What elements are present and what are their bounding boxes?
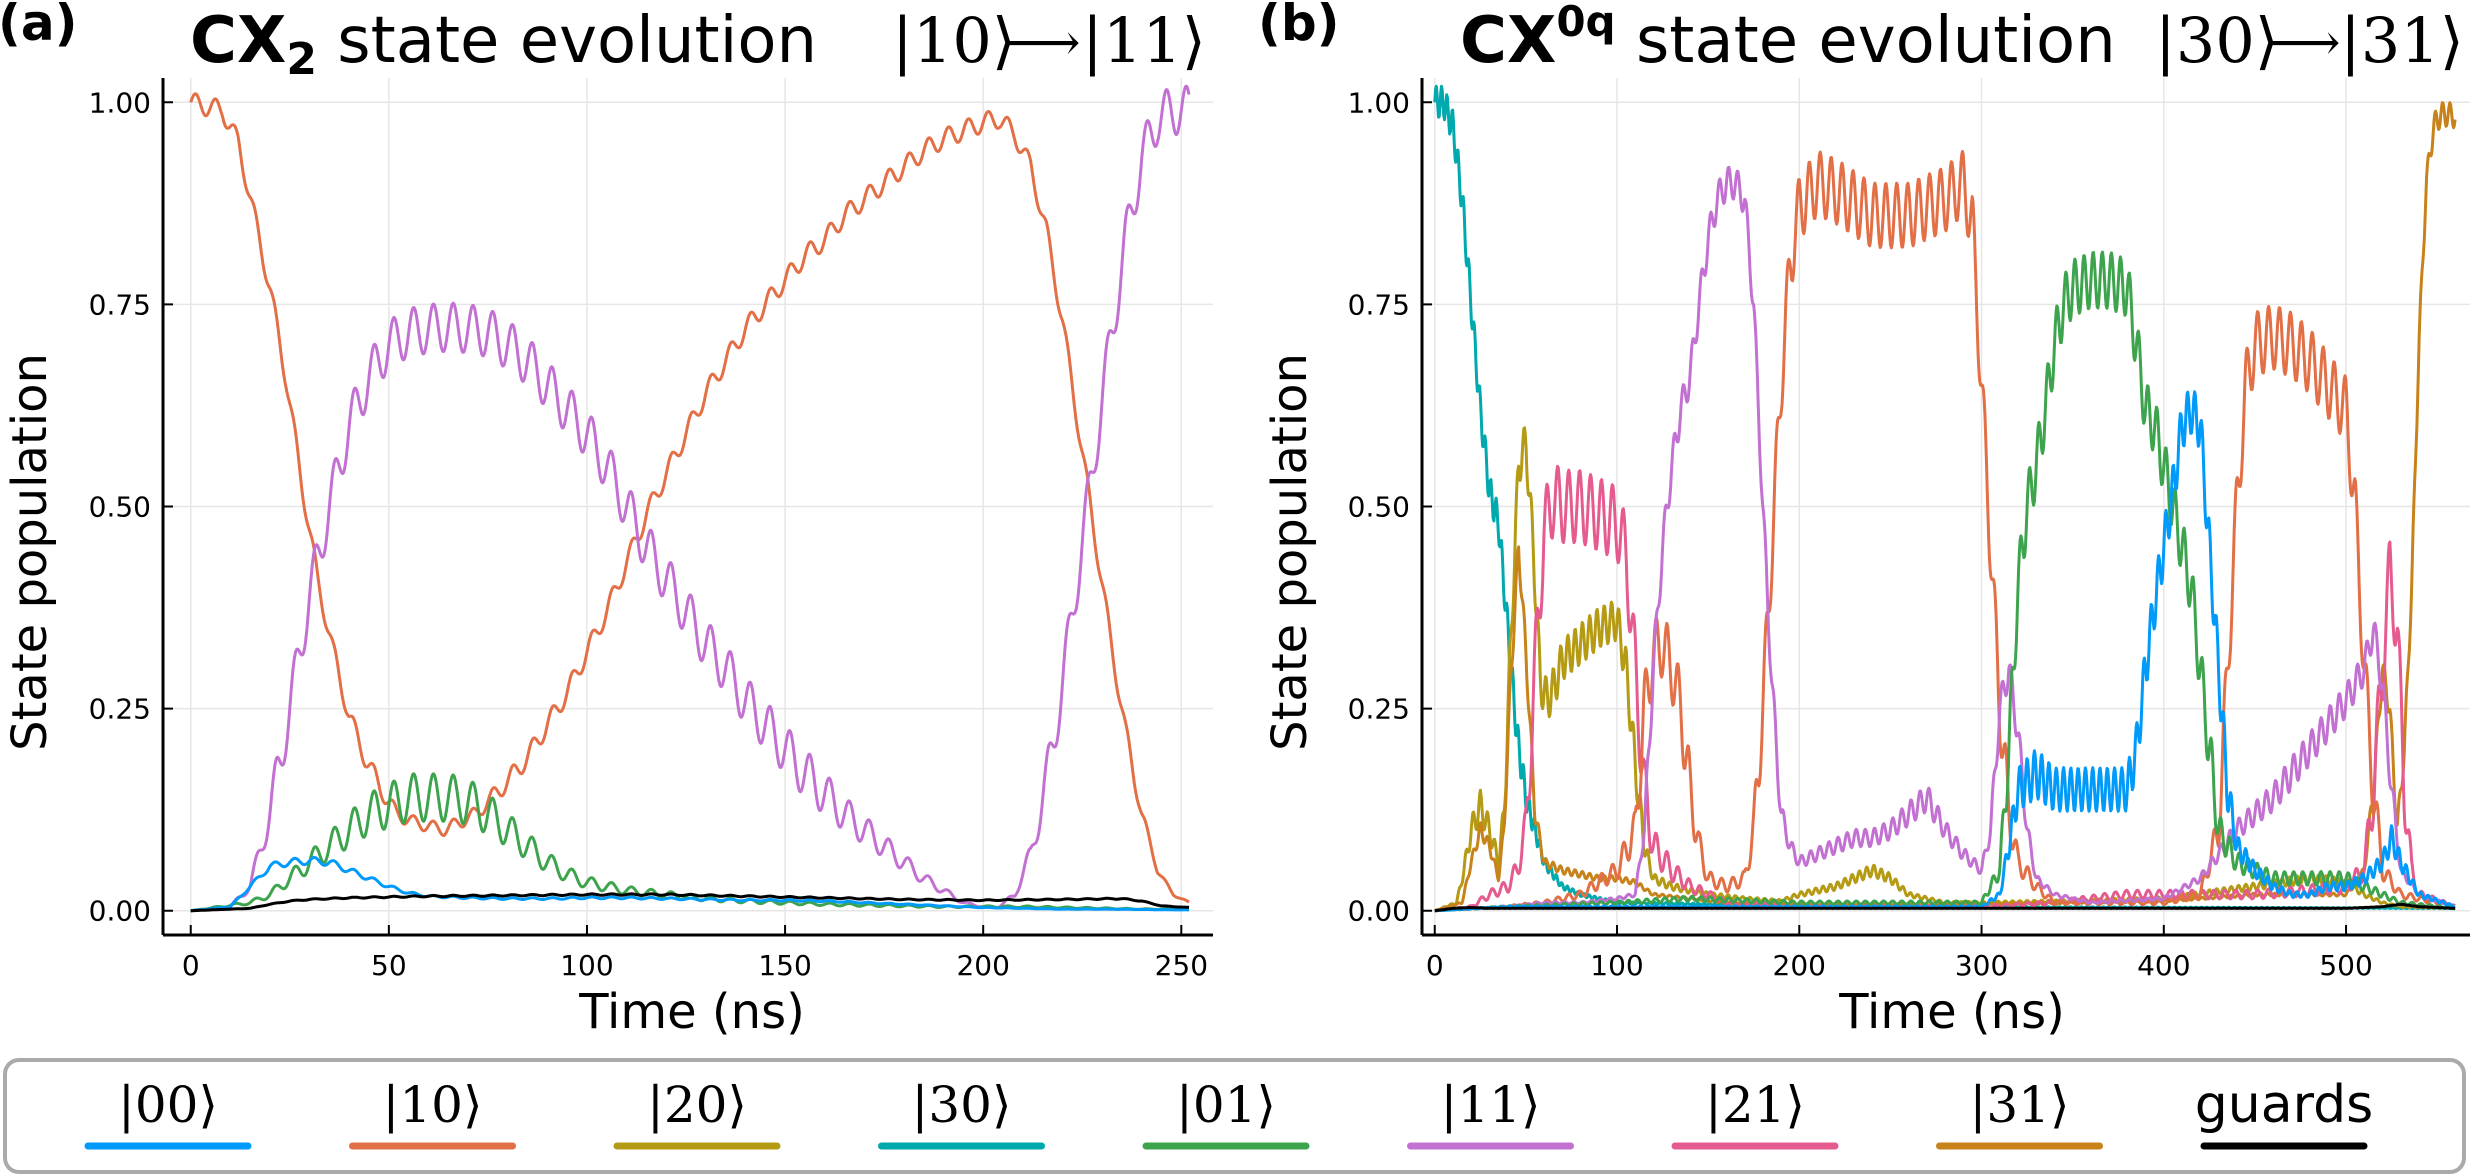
panel-a-title-rest: state evolution [317,4,817,78]
panel-a-title-ket-to: |11⟩ [1082,4,1206,77]
panel-b-series-11 [1434,165,2456,913]
panel-a-series-group [189,84,1191,913]
panel-a-ylabel: State population [2,353,58,751]
panel-b-series-group [1433,84,2457,913]
panel-a-xtick-label: 250 [1155,949,1208,982]
panel-a-ytick-label: 0.75 [89,288,151,321]
legend-label-00: |00⟩ [118,1076,218,1134]
panel-a-ytick-label: 0.25 [89,693,151,726]
legend: |00⟩ |10⟩ |20⟩ |30⟩ |01⟩ |11⟩ |21⟩ |31⟩ guards [3,1058,2466,1174]
panel-a-xlabel: Time (ns) [578,984,805,1040]
panel-b-title-ket-to: |31⟩ [2340,4,2464,77]
panel-a-series-00 [190,855,1190,913]
legend-label-31: |31⟩ [1970,1076,2070,1134]
panel-a-label: (a) [0,0,77,52]
panel-b: (b) CX0q state evolution |30⟩ ⟶ |31⟩ 0 10… [1258,0,2470,1040]
panel-a-xtick-label: 200 [956,949,1009,982]
panel-b-ytick-label: 0.75 [1348,288,1410,321]
panel-a-series-11 [190,84,1191,913]
panel-b-series-21 [1434,464,2456,913]
panel-a-title-arrow: ⟶ [1006,13,1081,73]
panel-a-series-guards [190,892,1190,913]
panel-b-series-10 [1434,150,2456,913]
legend-label-10: |10⟩ [383,1076,483,1134]
panel-b-xtick-label: 300 [1955,949,2008,982]
legend-label-01: |01⟩ [1176,1076,1276,1134]
panel-b-series-01 [1434,250,2456,913]
panel-a-ytick-label: 0.00 [89,895,151,928]
panel-b-title-sup: 0q [1556,0,1615,46]
panel-b-xtick-label: 200 [1773,949,1826,982]
panel-b-ytick-label: 0.25 [1348,693,1410,726]
panel-b-label: (b) [1258,0,1340,52]
panel-b-series-guards [1434,902,2456,913]
panel-a-ytick-label: 0.50 [89,491,151,524]
panel-a-series-01 [190,772,1190,913]
panel-a-xtick-label: 0 [182,949,200,982]
panel-a-xtick-label: 50 [371,949,407,982]
panel-a-xtick-label: 150 [758,949,811,982]
panel-b-ylabel: State population [1262,353,1318,751]
panel-b-title: CX0q state evolution [1460,0,2116,78]
panel-b-ytick-label: 0.00 [1348,895,1410,928]
panel-b-plot: 0 100 200 300 400 500 0.00 0.25 0.50 0.75 1.00 [1348,78,2470,982]
panel-a-plot: 0 50 100 150 200 250 0.00 0.25 0.50 0.75 1.00 [89,78,1213,982]
panel-b-xlabel: Time (ns) [1838,984,2065,1040]
panel-b-xtick-label: 400 [2137,949,2190,982]
panel-b-xtick-label: 0 [1426,949,1444,982]
legend-label-guards: guards [2195,1075,2373,1135]
panel-a-series-10 [189,92,1190,904]
panel-a-title: CX2 state evolution [190,4,817,85]
panel-a-title-ket-from: |10⟩ [892,4,1016,77]
panel-a-xtick-label: 100 [560,949,613,982]
legend-label-11: |11⟩ [1441,1076,1541,1134]
panel-a: (a) CX2 state evolution |10⟩ ⟶ |11⟩ 0 50 1… [0,0,1213,1040]
panel-b-xtick-label: 500 [2319,949,2372,982]
panel-b-title-rest: state evolution [1616,4,2116,78]
panel-a-title-sub: 2 [286,34,317,85]
legend-label-30: |30⟩ [912,1076,1012,1134]
legend-label-20: |20⟩ [647,1076,747,1134]
legend-entries: |00⟩ |10⟩ |20⟩ |30⟩ |01⟩ |11⟩ |21⟩ |31⟩ guards [84,1075,2373,1150]
legend-label-21: |21⟩ [1705,1076,1805,1134]
panel-b-ytick-label: 1.00 [1348,86,1410,119]
panel-b-title-main: CX [1460,4,1556,78]
panel-b-ytick-label: 0.50 [1348,491,1410,524]
panel-b-title-arrow: ⟶ [2266,13,2341,73]
panel-b-xtick-label: 100 [1590,949,1643,982]
panel-b-title-ket-from: |30⟩ [2155,4,2279,77]
panel-a-ytick-label: 1.00 [89,86,151,119]
panel-a-title-main: CX [190,4,286,78]
